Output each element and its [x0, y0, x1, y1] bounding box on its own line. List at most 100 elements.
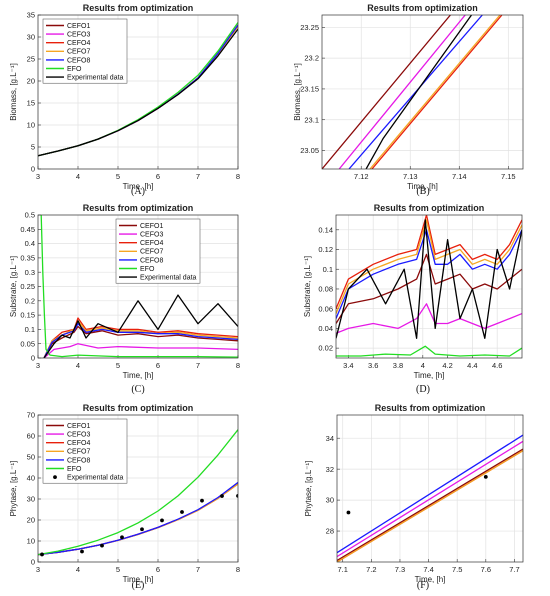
- series-line-experimental-data: [365, 15, 473, 169]
- series-line-cefo4: [371, 15, 503, 169]
- chart-title: Results from optimization: [375, 403, 486, 413]
- y-tick-label: 0: [31, 354, 35, 363]
- data-point: [180, 510, 184, 514]
- x-axis-label: Time, [h]: [123, 371, 154, 380]
- legend-label: CEFO8: [67, 57, 90, 64]
- legend-label: EFO: [67, 466, 82, 473]
- legend-label: CEFO4: [67, 440, 90, 447]
- x-tick-label: 7.1: [338, 565, 348, 574]
- y-tick-label: 0.12: [318, 245, 333, 254]
- y-tick-label: 30: [27, 495, 35, 504]
- panel-label: (A): [131, 186, 145, 197]
- y-axis-label: Substrate, [g.L⁻¹]: [9, 256, 18, 317]
- y-tick-label: 60: [27, 432, 35, 441]
- data-point: [120, 535, 124, 540]
- x-tick-label: 3.8: [393, 361, 403, 370]
- x-tick-label: 7: [196, 565, 200, 574]
- y-tick-label: 10: [27, 537, 35, 546]
- x-tick-label: 5: [116, 172, 120, 181]
- x-axis-label: Time, [h]: [407, 182, 438, 191]
- y-tick-label: 23.2: [304, 54, 319, 63]
- legend-label: CEFO7: [67, 449, 90, 456]
- x-tick-label: 8: [236, 565, 240, 574]
- x-tick-label: 4.4: [467, 361, 477, 370]
- y-tick-label: 0.3: [25, 268, 35, 277]
- x-tick-label: 3: [36, 565, 40, 574]
- y-tick-label: 30: [326, 496, 334, 505]
- series-line-experimental-data: [336, 219, 522, 339]
- series-line-cefo7: [369, 15, 501, 169]
- series-line-cefo1: [43, 325, 238, 358]
- x-tick-label: 3: [36, 172, 40, 181]
- y-tick-label: 25: [27, 55, 35, 64]
- series-line-cefo8: [38, 481, 238, 556]
- y-tick-label: 23.25: [300, 23, 319, 32]
- panel-3: 3.4 3.6 3.8 4 4.2 4.4 4.6 0.02 0.04 0.06 0.08 0.1 0.…: [303, 203, 523, 395]
- x-tick-label: 4: [76, 565, 80, 574]
- y-tick-label: 30: [27, 33, 35, 42]
- data-point: [483, 474, 488, 479]
- plot-area: [322, 15, 523, 169]
- y-tick-label: 0.06: [318, 304, 333, 313]
- x-tick-label: 5: [116, 565, 120, 574]
- legend-label: CEFO7: [67, 49, 90, 56]
- y-axis-label: Substrate, [g.L⁻¹]: [303, 256, 312, 317]
- panel-4: 3 4 5 6 7 8 0 10 20 30 40 50 60 70 Results from optimi…: [9, 403, 240, 591]
- y-tick-label: 0.05: [20, 339, 35, 348]
- x-tick-label: 7.5: [452, 565, 462, 574]
- panel-1: 7.12 7.13 7.14 7.15 23.05 23.1 23.15 23.2 23.25 R…: [293, 3, 524, 197]
- y-tick-label: 23.1: [304, 115, 319, 124]
- x-tick-label: 7.6: [481, 565, 491, 574]
- y-tick-label: 20: [27, 516, 35, 525]
- series-line-cefo8: [337, 434, 523, 554]
- series-line-experimental-data: [43, 294, 238, 358]
- x-tick-label: 7.12: [354, 172, 369, 181]
- y-axis-label: Biomass, [g.L⁻¹]: [293, 63, 302, 121]
- x-tick-label: 5: [116, 361, 120, 370]
- y-tick-label: 0: [31, 558, 35, 567]
- y-tick-label: 0.14: [318, 225, 333, 234]
- x-tick-label: 7: [196, 361, 200, 370]
- panel-label: (B): [416, 186, 429, 197]
- plot-area: [336, 215, 522, 358]
- data-point: [200, 498, 204, 503]
- axes-frame: [37, 214, 239, 359]
- legend-label: CEFO8: [67, 457, 90, 464]
- series-line-cefo3: [337, 440, 523, 558]
- x-tick-label: 3: [36, 361, 40, 370]
- series-line-cefo4: [43, 317, 238, 358]
- y-tick-label: 40: [27, 474, 35, 483]
- axes-frame: [321, 14, 524, 170]
- data-point: [80, 549, 84, 554]
- y-tick-label: 0.45: [20, 225, 35, 234]
- legend-label: CEFO1: [67, 23, 90, 30]
- legend-label: Experimental data: [67, 75, 124, 82]
- x-tick-label: 6: [156, 172, 160, 181]
- chart-title: Results from optimization: [83, 3, 194, 13]
- x-tick-label: 7.2: [366, 565, 376, 574]
- data-point: [40, 552, 44, 557]
- x-tick-label: 7.4: [423, 565, 433, 574]
- x-axis-label: Time, [h]: [123, 182, 154, 191]
- y-tick-label: 0: [31, 165, 35, 174]
- legend-label: CEFO7: [140, 249, 163, 256]
- series-line-cefo1: [322, 15, 451, 169]
- x-tick-label: 4: [76, 172, 80, 181]
- x-tick-label: 6: [156, 565, 160, 574]
- legend-label: CEFO3: [140, 232, 163, 239]
- x-tick-label: 7.7: [509, 565, 519, 574]
- legend-label: Experimental data: [67, 475, 124, 482]
- panel-label: (F): [417, 580, 429, 591]
- panel-label: (C): [131, 384, 144, 395]
- chart-title: Results from optimization: [83, 203, 194, 213]
- y-tick-label: 5: [31, 143, 35, 152]
- series-line-cefo1: [337, 448, 523, 562]
- x-tick-label: 6: [156, 361, 160, 370]
- x-tick-label: 7.13: [403, 172, 418, 181]
- axes-frame: [37, 14, 239, 170]
- series-line-efo: [336, 345, 522, 357]
- legend-label: CEFO3: [67, 432, 90, 439]
